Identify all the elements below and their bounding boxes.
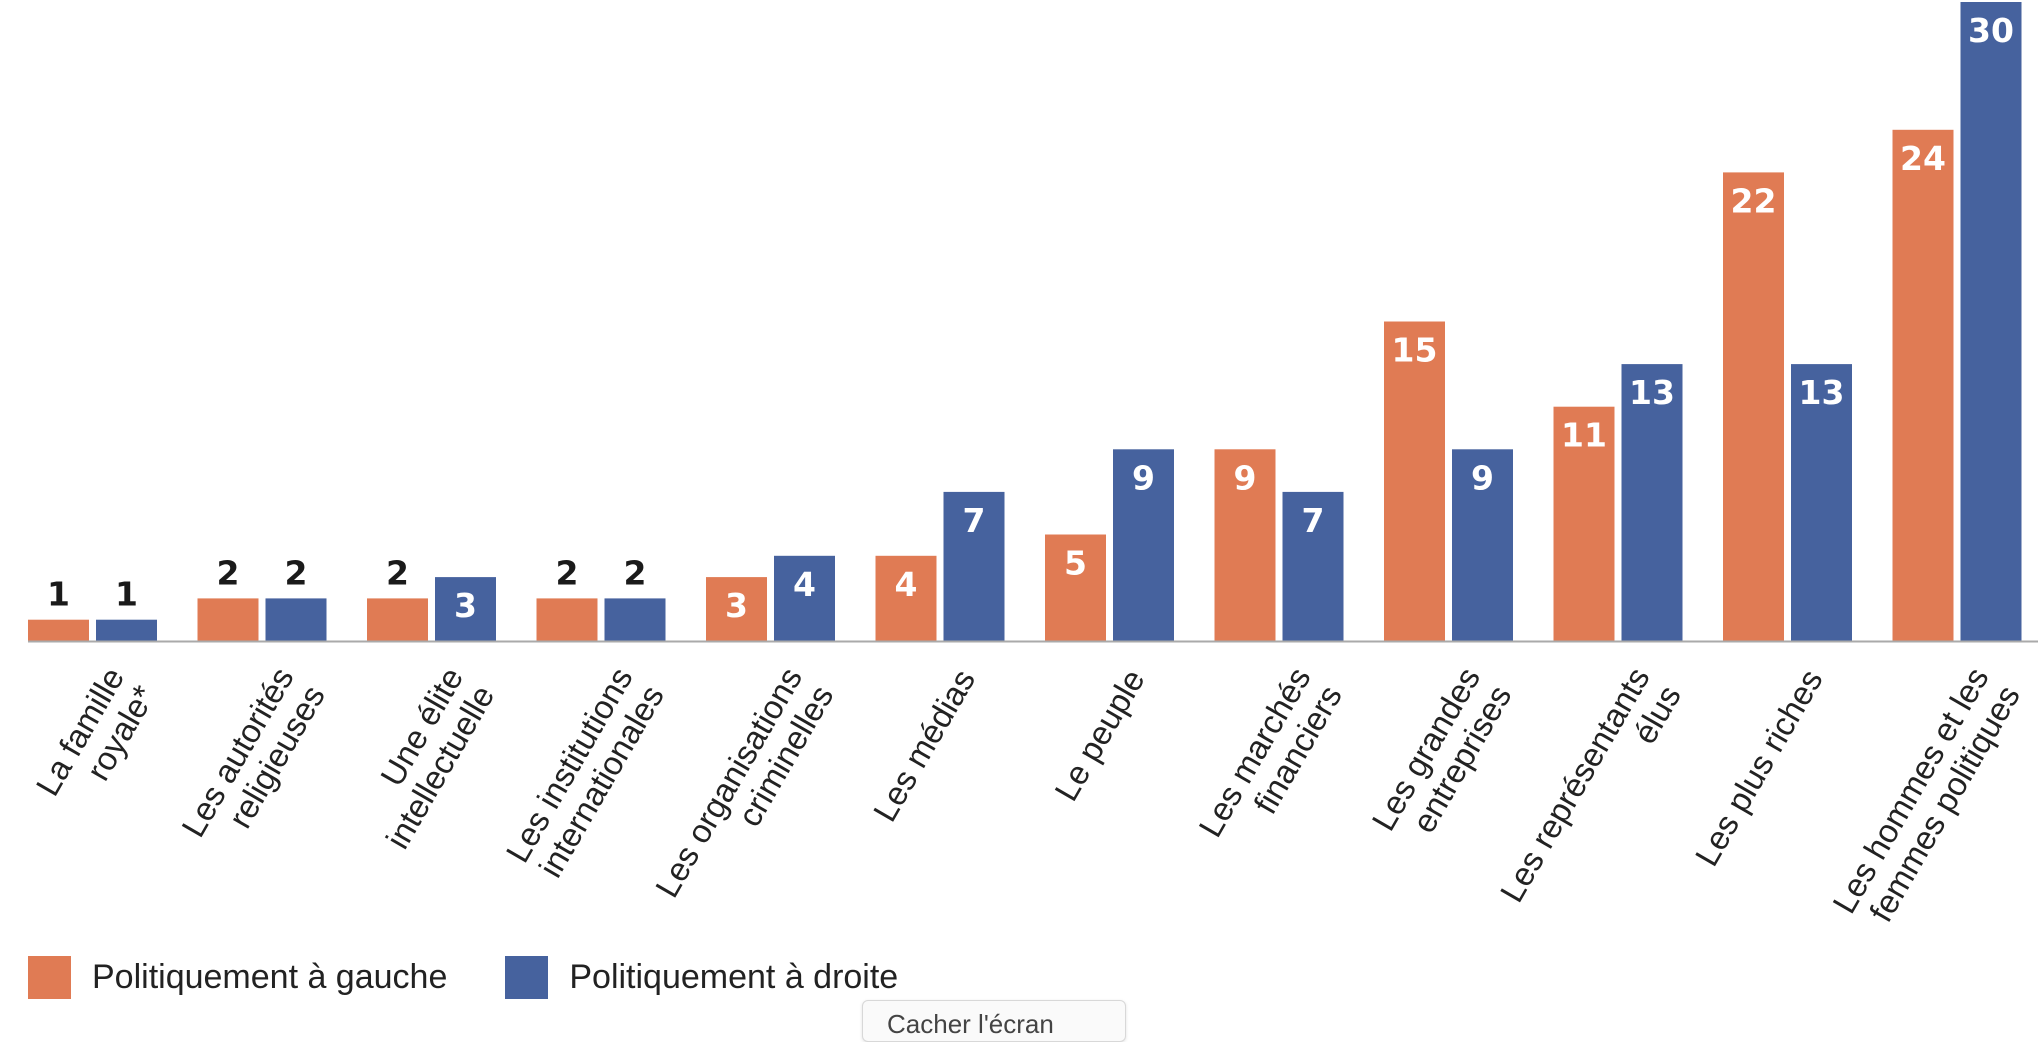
legend-label-left: Politiquement à gauche [92,958,448,996]
legend-item-right[interactable]: Politiquement à droite [505,956,898,999]
legend-item-left[interactable]: Politiquement à gauche [28,956,447,999]
value-label: 9 [1234,458,1257,497]
bar-gauche-4[interactable] [706,577,767,641]
bar-droite-6[interactable] [1113,449,1174,641]
bar-gauche-3[interactable] [536,598,598,641]
value-label: 3 [454,586,477,625]
value-label: 7 [1302,501,1325,540]
bar-droite-4[interactable] [774,555,835,641]
value-label: 9 [1132,458,1155,497]
value-label: 11 [1561,416,1607,455]
value-label: 2 [556,553,579,592]
value-label: 13 [1629,373,1675,412]
legend-label-right: Politiquement à droite [569,958,899,996]
value-label: 1 [47,575,70,614]
bar-gauche-0[interactable] [28,619,89,641]
value-label: 13 [1799,373,1845,412]
value-label: 2 [624,553,647,592]
value-label: 2 [217,553,240,592]
bar-droite-0[interactable] [96,619,157,641]
value-label: 4 [895,565,918,604]
legend: Politiquement à gauche Politiquement à d… [28,956,956,999]
value-label: 7 [963,501,986,540]
value-label: 2 [386,553,409,592]
category-label: Les plus riches [1688,663,1830,872]
tooltip-text: Cacher l'écran [887,1009,1054,1039]
legend-swatch-left [28,956,71,999]
bar-gauche-1[interactable] [197,598,259,641]
bar-gauche-2[interactable] [367,598,428,641]
bar-gauche-8[interactable] [1384,321,1445,642]
bar-gauche-11[interactable] [1892,129,1954,642]
bar-droite-7[interactable] [1282,491,1344,641]
bar-gauche-10[interactable] [1723,172,1784,641]
legend-swatch-right [505,956,549,999]
bar-droite-1[interactable] [265,598,327,641]
value-label: 2 [285,553,308,592]
value-label: 3 [725,586,748,625]
value-label: 1 [115,575,138,614]
value-label: 22 [1731,181,1777,220]
bar-droite-9[interactable] [1621,364,1683,641]
category-label: Les médias [866,663,982,828]
bar-gauche-5[interactable] [875,555,937,641]
value-label: 9 [1471,458,1494,497]
category-label-line: Les plus riches [1688,663,1830,872]
category-label: Le peuple [1047,663,1152,807]
value-label: 24 [1900,139,1946,178]
tooltip-popup[interactable]: Cacher l'écran [862,1000,1126,1042]
bar-gauche-7[interactable] [1214,449,1276,641]
value-label: 4 [793,565,816,604]
bar-droite-10[interactable] [1791,364,1852,641]
category-label-line: Les médias [866,663,982,828]
bar-droite-8[interactable] [1452,449,1513,641]
value-label: 15 [1392,331,1438,370]
bar-droite-5[interactable] [943,491,1005,641]
bar-droite-2[interactable] [435,577,496,641]
value-label: 5 [1064,544,1087,583]
bar-droite-3[interactable] [604,598,666,641]
bar-gauche-6[interactable] [1045,534,1106,642]
category-label-line: Le peuple [1047,663,1152,807]
value-label: 30 [1968,11,2014,50]
bar-droite-11[interactable] [1960,2,2022,641]
bar-gauche-9[interactable] [1553,406,1615,641]
